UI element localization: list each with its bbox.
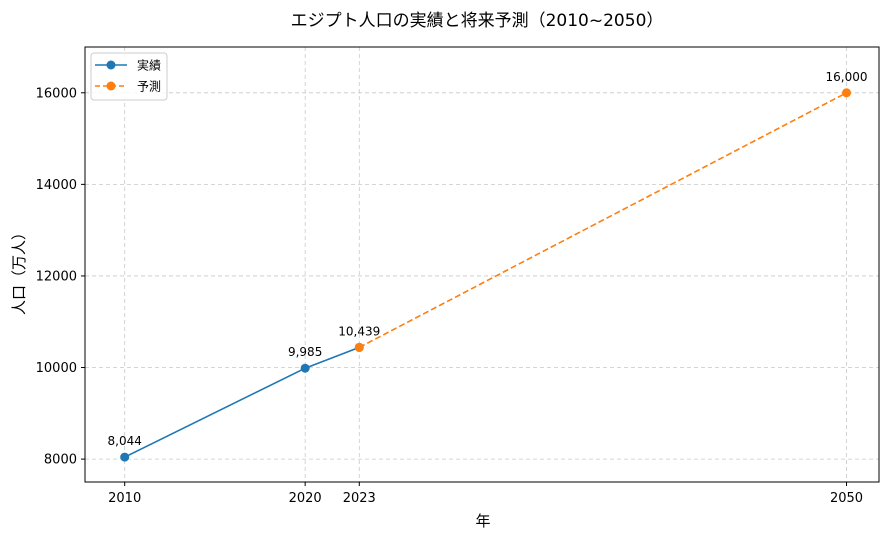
x-axis: 2010 2020 2023 2050 (108, 482, 863, 506)
x-tick-label: 2050 (830, 491, 863, 506)
y-tick-label: 10000 (36, 361, 77, 376)
series-group (120, 88, 852, 462)
series-line-forecast (358, 92, 847, 349)
series-line-actual (124, 346, 360, 458)
data-label: 10,439 (338, 324, 380, 338)
y-axis: 8000 10000 12000 14000 16000 (36, 86, 85, 468)
data-labels: 8,044 9,985 10,439 16,000 (108, 70, 868, 448)
data-label: 8,044 (108, 434, 142, 448)
legend: 実績 予測 (90, 52, 168, 101)
y-axis-label: 人口（万人） (10, 225, 28, 315)
y-tick-label: 14000 (36, 178, 77, 193)
data-point (842, 88, 852, 98)
legend-marker-actual (106, 60, 116, 70)
y-tick-label: 12000 (36, 269, 77, 284)
chart-title: エジプト人口の実績と将来予測（2010~2050） (291, 11, 664, 31)
data-point (120, 452, 130, 462)
data-label: 9,985 (288, 345, 322, 359)
y-tick-label: 8000 (44, 453, 77, 468)
legend-marker-forecast (106, 81, 116, 91)
x-axis-label: 年 (475, 512, 490, 530)
data-point (300, 363, 310, 373)
x-tick-label: 2010 (108, 491, 141, 506)
x-tick-label: 2023 (343, 491, 376, 506)
legend-label-forecast: 予測 (137, 80, 161, 94)
legend-label-actual: 実績 (137, 58, 161, 73)
data-label: 16,000 (826, 70, 868, 84)
data-point (354, 342, 364, 352)
y-tick-label: 16000 (36, 86, 77, 101)
x-tick-label: 2020 (289, 491, 322, 506)
grid (85, 47, 879, 482)
plot-area (84, 46, 880, 483)
